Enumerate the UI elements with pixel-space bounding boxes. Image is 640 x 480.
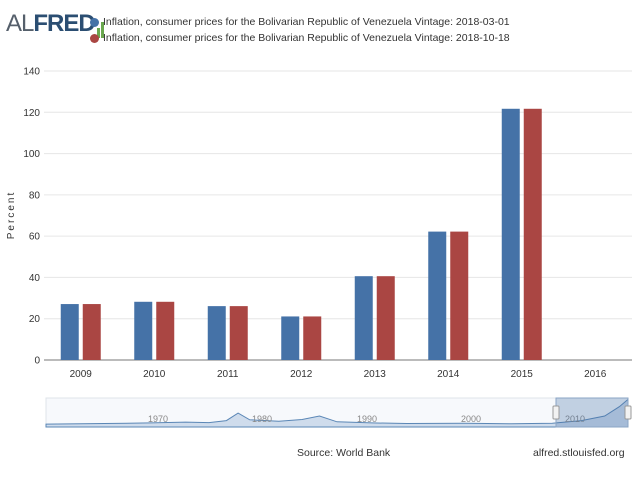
site-link[interactable]: alfred.stlouisfed.org xyxy=(533,447,625,459)
y-tick-label-6: 120 xyxy=(23,108,40,119)
navigator-label-1980: 1980 xyxy=(252,414,272,424)
y-tick-label-5: 100 xyxy=(23,149,40,160)
x-axis-ticks: 2009 2010 2011 2012 2013 2014 2015 2016 xyxy=(70,369,607,380)
legend-item-series-1[interactable]: Inflation, consumer prices for the Boliv… xyxy=(90,14,510,30)
x-tick-label-2011: 2011 xyxy=(217,369,239,380)
x-tick-label-2014: 2014 xyxy=(437,369,460,380)
legend-item-series-2[interactable]: Inflation, consumer prices for the Boliv… xyxy=(90,30,510,46)
bar-series-2-2011 xyxy=(229,306,248,360)
y-axis-ticks: 0 20 40 60 80 100 120 140 xyxy=(23,67,40,367)
navigator[interactable]: 1970 1980 1990 2000 2010 xyxy=(45,397,632,428)
x-tick-label-2016: 2016 xyxy=(584,369,607,380)
bar-series-2-2009 xyxy=(82,304,101,360)
navigator-left-handle xyxy=(552,405,560,420)
logo-fred: FRED xyxy=(33,10,95,37)
y-tick-label-3: 60 xyxy=(29,232,41,243)
navigator-selection xyxy=(555,397,629,428)
alfred-logo[interactable]: ALFRED xyxy=(6,12,105,38)
bar-series-2-2013 xyxy=(376,276,395,360)
legend-marker-series-2 xyxy=(90,33,99,43)
navigator-label-2010: 2010 xyxy=(565,414,585,424)
x-tick-label-2015: 2015 xyxy=(511,369,534,380)
chart-legend: Inflation, consumer prices for the Boliv… xyxy=(90,14,510,46)
y-tick-label-4: 80 xyxy=(29,190,41,201)
bar-series-2-2012 xyxy=(303,316,322,360)
bar-series-1-2010 xyxy=(134,301,153,360)
x-tick-label-2010: 2010 xyxy=(143,369,166,380)
legend-marker-series-1 xyxy=(90,17,99,27)
logo-bars-icon xyxy=(96,14,105,38)
bar-series-1-2015 xyxy=(501,108,520,360)
bar-series-1-2014 xyxy=(428,231,447,360)
navigator-label-2000: 2000 xyxy=(461,414,481,424)
bar-series-1-2011 xyxy=(207,306,226,360)
navigator-series-area xyxy=(45,398,629,428)
y-tick-label-1: 20 xyxy=(29,314,41,325)
bar-series-1-2009 xyxy=(60,304,79,360)
y-tick-label-2: 40 xyxy=(29,273,41,284)
navigator-label-1990: 1990 xyxy=(357,414,377,424)
bar-series-2-2015 xyxy=(523,108,542,360)
legend-label-series-2: Inflation, consumer prices for the Boliv… xyxy=(103,32,510,44)
navigator-label-1970: 1970 xyxy=(148,414,168,424)
legend-label-series-1: Inflation, consumer prices for the Boliv… xyxy=(103,16,510,28)
bar-series-1-2012 xyxy=(281,316,300,360)
bar-series-2-2014 xyxy=(450,231,469,360)
x-tick-label-2012: 2012 xyxy=(290,369,313,380)
logo-al: AL xyxy=(6,10,34,37)
y-tick-label-7: 140 xyxy=(23,67,40,78)
navigator-right-handle xyxy=(624,405,632,420)
bar-series-2-2010 xyxy=(156,301,175,360)
x-tick-label-2009: 2009 xyxy=(70,369,93,380)
y-axis-label: Percent xyxy=(6,191,17,239)
y-tick-label-0: 0 xyxy=(34,356,40,367)
bars xyxy=(60,108,542,360)
bar-series-1-2013 xyxy=(354,276,373,360)
source-note: Source: World Bank xyxy=(297,447,391,459)
y-gridlines xyxy=(44,70,632,361)
x-tick-label-2013: 2013 xyxy=(364,369,387,380)
